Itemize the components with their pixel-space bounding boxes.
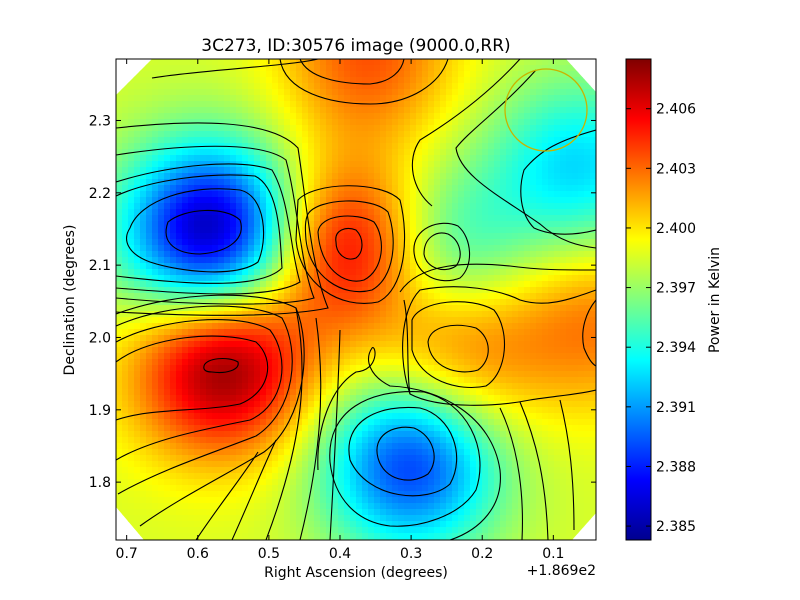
contour-line: [520, 129, 596, 235]
colorbar-ticks: 2.406 2.403 2.400 2.397 2.394 2.391 2.388 2.385: [626, 102, 696, 535]
contour-line: [402, 286, 596, 406]
plot-frame: [115, 58, 597, 541]
x-tick-label: 0.5: [258, 546, 280, 562]
contour-line: [499, 407, 524, 540]
contour-line: [165, 209, 242, 255]
axis-ticks: 0.7 0.6 0.5 0.4 0.3 0.2 0.1 2.3 2.2 2.1 2.0 1.9 1.8: [89, 59, 596, 562]
contour-line: [304, 200, 394, 293]
colorbar-tick-label: 2.391: [656, 400, 696, 416]
contour-line: [317, 215, 382, 282]
contour-line: [195, 451, 259, 540]
contour-line: [399, 263, 596, 293]
contour-line: [116, 163, 301, 295]
contour-line: [376, 426, 435, 481]
contour-line: [519, 401, 549, 540]
contour-line: [265, 307, 303, 540]
y-tick-label: 2.1: [89, 258, 111, 274]
beam-circle: [504, 68, 588, 152]
contour-line: [295, 185, 406, 304]
colorbar-label: Power in Kelvin: [707, 247, 723, 353]
x-tick-label: 0.4: [329, 546, 351, 562]
contour-line: [116, 145, 315, 305]
x-tick-label: 0.3: [400, 546, 422, 562]
contour-line: [411, 59, 521, 207]
chart-title: 3C273, ID:30576 image (9000.0,RR): [201, 36, 510, 56]
contour-line: [411, 301, 505, 388]
contour-line: [126, 188, 265, 273]
contour-line: [299, 317, 322, 540]
colorbar-tick-label: 2.394: [656, 340, 696, 356]
contour-line: [559, 399, 575, 531]
contour-line: [279, 59, 449, 105]
colorbar-tick-label: 2.388: [656, 459, 696, 475]
x-tick-label: 0.7: [116, 546, 138, 562]
contour-line: [329, 329, 341, 540]
contour-line: [427, 324, 489, 373]
contour-line: [582, 299, 596, 367]
contour-line: [116, 122, 329, 316]
y-tick-label: 1.8: [89, 475, 111, 491]
contour-line: [203, 357, 239, 374]
contour-line: [116, 318, 283, 461]
y-tick-label: 2.2: [89, 186, 111, 202]
contour-line: [413, 222, 471, 282]
contour-line: [403, 299, 411, 395]
colorbar: [625, 58, 652, 541]
contour-line: [329, 390, 481, 527]
contour-line: [317, 347, 501, 540]
contour-line: [116, 174, 283, 284]
contour-line: [348, 406, 458, 497]
contour-line: [231, 439, 277, 540]
contour-line: [335, 227, 363, 260]
x-offset-label: +1.869e2: [527, 563, 596, 579]
x-tick-label: 0.2: [471, 546, 493, 562]
heatmap-field: [116, 59, 596, 540]
y-tick-label: 1.9: [89, 403, 111, 419]
x-tick-label: 0.1: [542, 546, 564, 562]
x-tick-label: 0.6: [187, 546, 209, 562]
colorbar-tick-label: 2.403: [656, 161, 696, 177]
contour-line: [116, 294, 305, 527]
contour-line: [116, 305, 293, 495]
colorbar-tick-label: 2.385: [656, 519, 696, 535]
colorbar-tick-label: 2.397: [656, 281, 696, 297]
colorbar-tick-label: 2.406: [656, 102, 696, 118]
y-tick-label: 2.0: [89, 330, 111, 346]
y-axis-label: Declination (degrees): [62, 225, 78, 376]
contour-line: [299, 59, 405, 85]
y-tick-label: 2.3: [89, 113, 111, 129]
x-axis-label: Right Ascension (degrees): [264, 565, 448, 581]
contour-line: [151, 59, 319, 79]
contour-line: [455, 69, 596, 249]
contour-lines: [116, 59, 596, 540]
colorbar-tick-label: 2.400: [656, 221, 696, 237]
contour-line: [116, 335, 269, 421]
